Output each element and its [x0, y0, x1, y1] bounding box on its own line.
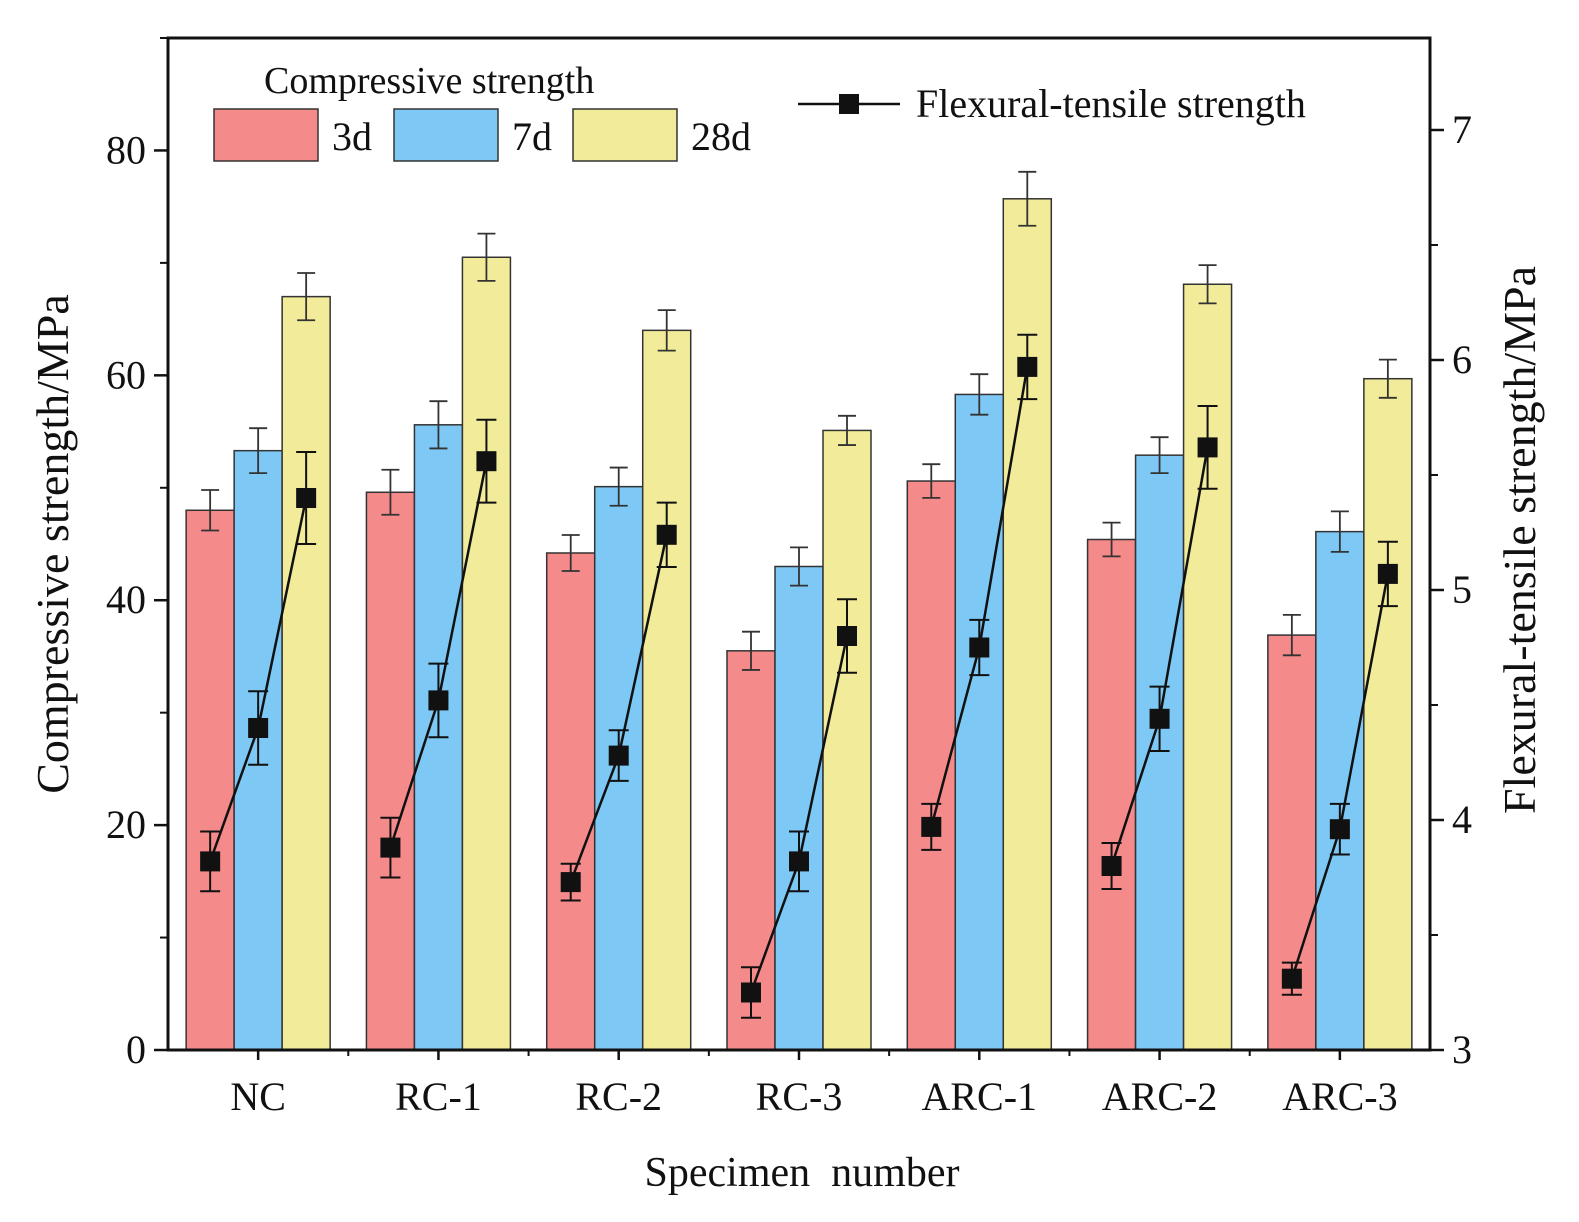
bar-28d-ARC-2 [1182, 283, 1233, 1051]
bar-28d-NC [281, 295, 331, 1051]
flexural-point-NC-1 [248, 718, 269, 738]
y-axis-left-label: Compressive strength/MPa [27, 294, 78, 794]
flexural-point-RC-1-1 [428, 690, 449, 711]
bar-3d-NC [185, 509, 235, 1051]
bar-7d-ARC-1 [954, 393, 1005, 1051]
x-axis-label: Specimen number [645, 1150, 960, 1196]
left-axis: 0 20 40 60 80 [106, 37, 168, 1072]
legend-label-28d: 28d [691, 114, 751, 159]
bar-7d-ARC-3 [1315, 530, 1365, 1051]
flexural-line-layer [200, 333, 1398, 1019]
bar-28d-ARC-3 [1363, 377, 1413, 1051]
x-tick-label-NC: NC [230, 1074, 286, 1119]
x-tick-label-ARC-1: ARC-1 [921, 1074, 1037, 1119]
bar-3d-ARC-2 [1086, 538, 1137, 1051]
legend-label-7d: 7d [512, 114, 552, 159]
flexural-point-NC-0 [200, 851, 221, 872]
flexural-point-RC-3-1 [789, 851, 809, 872]
flexural-point-ARC-3-1 [1329, 819, 1350, 840]
flexural-point-ARC-3-2 [1377, 563, 1398, 584]
flexural-point-NC-2 [296, 488, 317, 508]
right-tick-label-7: 7 [1452, 107, 1472, 152]
bar-7d-ARC-2 [1134, 454, 1185, 1051]
flexural-point-RC-3-2 [837, 626, 857, 646]
flexural-point-ARC-1-0 [921, 816, 942, 837]
flexural-point-RC-2-1 [608, 745, 629, 766]
bar-28d-RC-2 [641, 329, 692, 1051]
left-tick-label-20: 20 [106, 802, 146, 847]
bar-28d-ARC-1 [1002, 198, 1053, 1051]
bar-28d-RC-1 [461, 256, 512, 1051]
legend-label-3d: 3d [332, 114, 372, 159]
left-tick-label-80: 80 [106, 127, 146, 172]
left-tick-label-0: 0 [126, 1027, 146, 1072]
bar-7d-RC-3 [774, 565, 824, 1051]
legend-title: Compressive strength [264, 60, 594, 102]
x-tick-label-RC-2: RC-2 [575, 1074, 662, 1119]
legend-swatch-3d [213, 108, 319, 162]
bar-3d-RC-2 [545, 552, 596, 1051]
bar-3d-RC-1 [365, 491, 416, 1051]
legend-swatch-7d [393, 108, 499, 162]
x-tick-label-ARC-3: ARC-3 [1282, 1074, 1398, 1119]
left-tick-label-40: 40 [106, 577, 146, 622]
flexural-point-ARC-2-1 [1149, 708, 1170, 729]
x-tick-label-RC-3: RC-3 [756, 1074, 843, 1119]
legend-marker-flexural [839, 94, 859, 114]
flexural-point-RC-2-0 [560, 872, 581, 893]
flexural-point-ARC-1-1 [969, 637, 990, 658]
flexural-point-ARC-2-2 [1197, 437, 1218, 458]
flexural-point-RC-1-0 [380, 837, 401, 858]
flexural-point-RC-3-0 [741, 982, 761, 1003]
right-tick-label-5: 5 [1452, 567, 1472, 612]
right-axis: 3 4 5 6 7 [1430, 107, 1472, 1072]
right-tick-label-4: 4 [1452, 797, 1472, 842]
flexural-point-ARC-2-0 [1101, 856, 1122, 876]
x-axis: NC RC-1 RC-2 RC-3 ARC-1 ARC-2 ARC-3 [230, 1050, 1398, 1119]
flexural-point-ARC-3-0 [1281, 968, 1302, 989]
x-tick-label-ARC-2: ARC-2 [1102, 1074, 1218, 1119]
flexural-point-RC-2-2 [656, 524, 677, 545]
x-tick-label-RC-1: RC-1 [395, 1074, 482, 1119]
left-tick-label-60: 60 [106, 352, 146, 397]
bar-28d-RC-3 [822, 429, 872, 1051]
right-tick-label-6: 6 [1452, 337, 1472, 382]
legend-swatch-28d [572, 108, 678, 162]
flexural-point-ARC-1-2 [1017, 356, 1038, 377]
y-axis-right-label: Flexural-tensile strength/MPa [1494, 266, 1545, 814]
legend: Compressive strength 3d 7d 28d Flexural-ten… [213, 60, 1306, 162]
bars-layer [185, 170, 1413, 1051]
legend-label-flexural: Flexural-tensile strength [916, 81, 1306, 126]
flexural-point-RC-1-2 [476, 451, 497, 472]
right-tick-label-3: 3 [1452, 1027, 1472, 1072]
